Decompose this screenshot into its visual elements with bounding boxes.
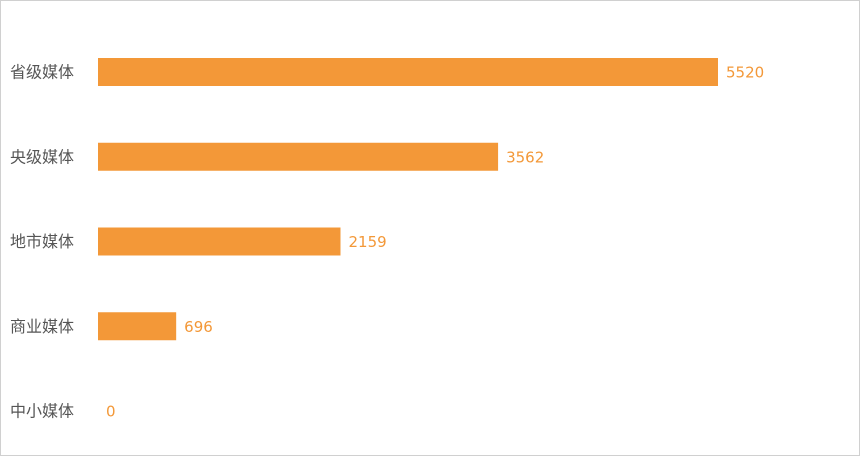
bar (98, 58, 718, 86)
category-label: 央级媒体 (10, 147, 74, 166)
category-label: 省级媒体 (10, 63, 74, 82)
category-label: 中小媒体 (10, 402, 74, 421)
bar (98, 227, 341, 256)
value-label: 0 (106, 403, 116, 421)
category-label: 地市媒体 (10, 232, 74, 251)
category-label: 商业媒体 (10, 317, 74, 336)
value-label: 2159 (348, 233, 386, 251)
value-label: 696 (184, 318, 213, 336)
value-label: 5520 (726, 64, 764, 82)
bar (98, 312, 177, 341)
bar (98, 142, 499, 171)
value-label: 3562 (506, 148, 544, 166)
